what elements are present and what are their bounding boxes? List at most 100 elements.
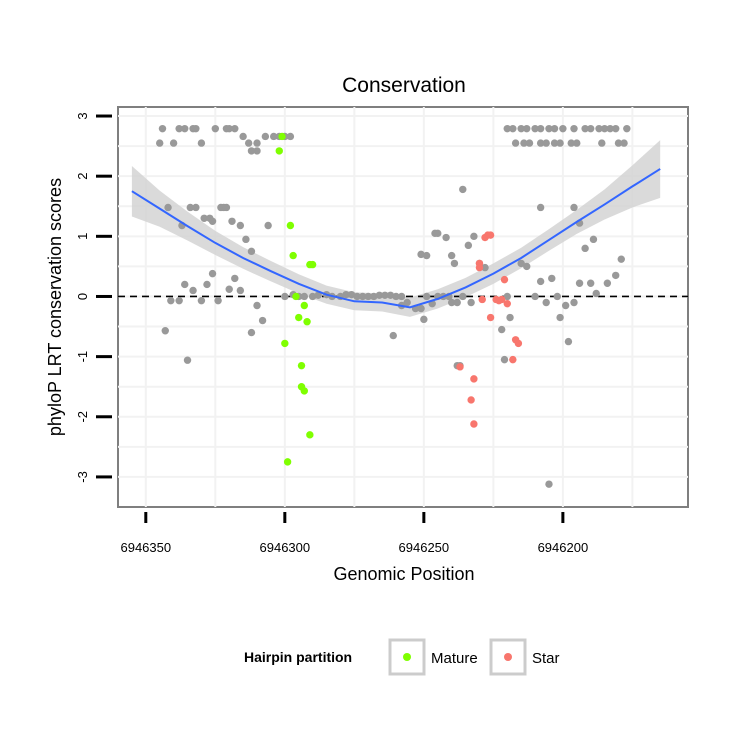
data-point-other	[375, 291, 384, 299]
data-point-mature	[306, 431, 314, 439]
data-point-other	[545, 480, 553, 488]
data-point-star	[498, 295, 506, 304]
data-point-other	[347, 290, 356, 299]
data-point-other	[550, 124, 559, 133]
legend-label-star: Star	[532, 650, 560, 667]
data-point-other	[570, 203, 578, 212]
data-point-other	[225, 285, 233, 293]
data-points	[156, 124, 631, 488]
data-point-other	[281, 292, 289, 301]
data-point-other	[161, 327, 169, 335]
data-point-other	[531, 124, 539, 133]
data-point-other	[517, 124, 525, 133]
data-point-other	[231, 274, 239, 283]
data-point-other	[623, 124, 631, 133]
chart-title: Conservation	[342, 74, 466, 97]
data-point-other	[253, 301, 261, 310]
data-point-other	[564, 337, 573, 346]
data-point-other	[186, 203, 194, 212]
data-point-other	[450, 259, 459, 268]
data-point-other	[509, 124, 517, 133]
data-point-other	[169, 139, 178, 147]
data-point-other	[211, 124, 220, 133]
data-point-mature	[275, 147, 283, 155]
data-point-other	[556, 139, 564, 147]
data-point-other	[244, 139, 253, 147]
data-point-other	[553, 292, 562, 301]
data-point-mature	[283, 458, 292, 466]
data-point-star	[500, 275, 509, 284]
x-tick-label: 6946200	[538, 540, 589, 555]
data-point-other	[498, 325, 506, 334]
data-point-other	[370, 292, 378, 301]
data-point-other	[523, 124, 531, 133]
data-point-other	[517, 259, 525, 268]
data-point-star	[470, 420, 478, 428]
data-point-other	[459, 292, 467, 301]
data-point-other	[600, 124, 609, 133]
legend-title: Hairpin partition	[244, 649, 352, 665]
data-point-mature	[308, 260, 317, 269]
data-point-star	[503, 299, 511, 308]
data-point-other	[192, 203, 200, 212]
data-point-other	[208, 217, 217, 225]
data-point-other	[403, 298, 411, 307]
data-point-other	[231, 124, 239, 133]
data-point-other	[617, 255, 625, 263]
data-point-other	[586, 279, 595, 287]
data-point-other	[353, 292, 361, 301]
data-point-other	[453, 298, 461, 307]
data-point-other	[606, 124, 614, 133]
data-point-other	[603, 279, 612, 287]
data-point-other	[214, 296, 222, 305]
data-point-other	[575, 279, 584, 287]
x-tick-label: 6946300	[260, 540, 311, 555]
data-point-other	[167, 296, 175, 305]
data-point-other	[614, 139, 623, 147]
data-point-other	[592, 289, 600, 298]
data-point-other	[581, 124, 589, 133]
data-point-other	[612, 271, 620, 280]
data-point-other	[556, 313, 564, 322]
data-point-other	[523, 262, 531, 271]
data-point-other	[286, 132, 295, 141]
data-point-mature	[281, 339, 289, 348]
data-point-other	[536, 139, 545, 147]
data-point-other	[542, 139, 550, 147]
data-point-other	[422, 251, 431, 260]
data-point-mature	[300, 387, 308, 395]
data-point-other	[314, 291, 322, 299]
data-point-other	[164, 203, 172, 212]
data-point-mature	[295, 313, 303, 322]
data-point-mature	[289, 251, 297, 260]
y-tick-label: 2	[75, 173, 90, 180]
data-point-other	[386, 291, 395, 299]
x-axis: 6946350 6946300 6946250 6946200	[120, 512, 588, 555]
data-point-other	[589, 235, 598, 244]
data-point-other	[181, 280, 189, 289]
data-point-other	[247, 247, 256, 256]
data-point-other	[158, 124, 167, 133]
legend-swatch-mature	[403, 653, 411, 661]
data-point-other	[181, 124, 189, 133]
y-tick-label: -1	[75, 351, 90, 363]
smooth-fit-line	[131, 168, 661, 309]
data-point-other	[392, 292, 400, 301]
data-point-mature	[292, 292, 300, 301]
data-point-other	[447, 251, 456, 260]
data-point-other	[506, 313, 514, 322]
data-point-other	[203, 280, 211, 289]
data-point-other	[236, 221, 245, 230]
data-point-other	[242, 235, 250, 244]
data-point-star	[475, 263, 484, 272]
data-point-other	[197, 296, 206, 305]
data-point-other	[459, 185, 467, 194]
data-point-other	[536, 203, 545, 212]
data-point-other	[581, 244, 589, 253]
data-point-other	[381, 291, 389, 299]
data-point-other	[520, 139, 528, 147]
confidence-band	[131, 140, 661, 317]
data-point-star	[467, 396, 475, 404]
data-point-other	[175, 124, 183, 133]
